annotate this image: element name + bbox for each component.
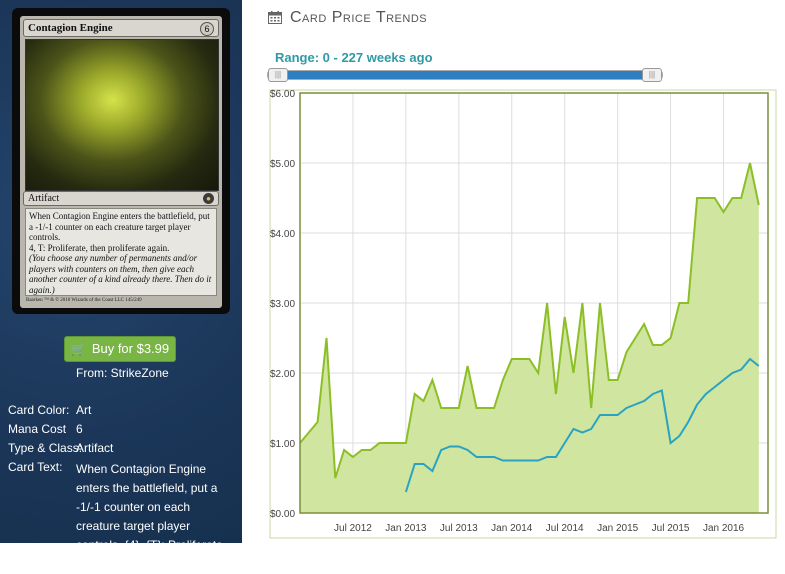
info-label-type: Type & Class:: [8, 441, 83, 455]
card-name: Contagion Engine: [28, 22, 113, 34]
buy-button-label: Buy for $3.99: [91, 341, 170, 356]
x-tick-label: Jan 2013: [385, 523, 427, 534]
series-1-line: [299, 162, 760, 479]
set-symbol-icon: ●: [203, 193, 214, 204]
chart-series: [299, 162, 760, 513]
chart-plot-frame: [299, 92, 769, 514]
info-value-color: Art: [76, 403, 92, 417]
x-tick-label: Jul 2012: [334, 523, 372, 534]
trends-title: Card Price Trends: [290, 9, 428, 26]
card-frame: Contagion Engine 6 Artifact ● When Conta…: [20, 16, 222, 308]
series-1-area: [300, 163, 759, 513]
y-tick-label: $2.00: [270, 369, 295, 380]
buy-button[interactable]: 🛒 Buy for $3.99: [64, 336, 176, 362]
vendor-name: From: StrikeZone: [76, 366, 169, 380]
card-text-box: When Contagion Engine enters the battlef…: [25, 208, 217, 296]
card-mana-cost: 6: [200, 22, 214, 36]
y-tick-label: $3.00: [270, 299, 295, 310]
range-label: Range: 0 - 227 weeks ago: [275, 50, 433, 65]
x-tick-label: Jan 2015: [597, 523, 639, 534]
y-tick-label: $5.00: [270, 159, 295, 170]
info-value-type: Artifact: [76, 441, 114, 455]
card-rules-text-1: When Contagion Engine enters the battlef…: [29, 211, 210, 242]
card-type-bar: Artifact ●: [23, 191, 219, 206]
chart-y-ticks: $0.00 $1.00 $2.00 $3.00 $4.00 $5.00 $6.00: [270, 89, 295, 520]
x-tick-label: Jul 2013: [440, 523, 478, 534]
x-tick-label: Jan 2014: [491, 523, 533, 534]
info-label-color: Card Color:: [8, 403, 70, 417]
card-copyright: ™ & © 2010 Wizards of the Coast LLC 145/…: [43, 298, 142, 303]
range-slider-high-handle[interactable]: |||: [642, 68, 662, 82]
chart-x-ticks: Jul 2012 Jan 2013 Jul 2013 Jan 2014 Jul 2014…: [334, 523, 745, 534]
x-tick-label: Jul 2014: [546, 523, 584, 534]
card-panel: Contagion Engine 6 Artifact ● When Conta…: [0, 0, 242, 571]
y-tick-label: $1.00: [270, 439, 295, 450]
x-tick-label: Jan 2016: [703, 523, 745, 534]
info-label-mana-cost: Mana Cost: [8, 422, 67, 436]
y-tick-label: $6.00: [270, 89, 295, 100]
info-value-card-text: When Contagion Engine enters the battlef…: [76, 462, 227, 571]
card-reminder-text: (You choose any number of permanents and…: [29, 253, 212, 295]
calendar-icon: [268, 11, 282, 24]
card-image: Contagion Engine 6 Artifact ● When Conta…: [12, 8, 230, 314]
series-2-line: [404, 357, 760, 493]
y-tick-label: $0.00: [270, 509, 295, 520]
range-slider-low-handle[interactable]: |||: [268, 68, 288, 82]
card-art: [25, 39, 219, 191]
shopping-cart-icon: 🛒: [70, 342, 86, 356]
card-name-bar: Contagion Engine 6: [23, 19, 219, 37]
card-artist: Baarken: [26, 298, 43, 303]
x-tick-label: Jul 2015: [652, 523, 690, 534]
range-slider[interactable]: ||| |||: [267, 68, 663, 82]
price-trend-chart: $0.00 $1.00 $2.00 $3.00 $4.00 $5.00 $6.00 Jul …: [269, 89, 777, 539]
info-value-mana-cost: 6: [76, 422, 83, 436]
card-rules-text-2: 4, T: Proliferate, then proliferate agai…: [29, 242, 170, 253]
info-label-card-text: Card Text:: [8, 460, 63, 474]
y-tick-label: $4.00: [270, 229, 295, 240]
range-slider-fill: [278, 71, 652, 79]
card-footer: Baarken ™ & © 2010 Wizards of the Coast …: [26, 298, 142, 303]
card-type-line: Artifact: [28, 193, 60, 204]
